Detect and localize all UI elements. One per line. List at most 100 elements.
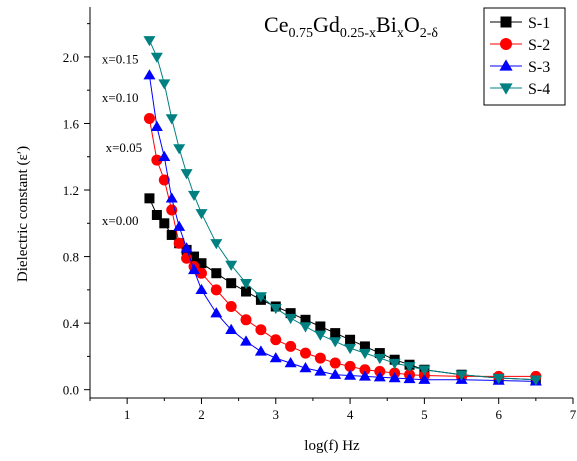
x-tick-label: 5 (421, 407, 428, 422)
data-point (314, 330, 327, 341)
data-point (150, 120, 163, 131)
data-point (210, 239, 223, 250)
data-point (188, 190, 201, 202)
data-point (330, 328, 341, 339)
y-tick-label: 1.6 (63, 116, 80, 131)
legend: S-1 S-2 S-3 S-4 (483, 7, 566, 106)
data-point (210, 284, 222, 296)
series-s-3 (143, 69, 542, 386)
data-point (240, 314, 252, 326)
data-point (143, 69, 156, 80)
data-point (195, 267, 207, 279)
data-point (299, 362, 312, 373)
legend-marker (499, 59, 513, 71)
data-point (158, 79, 171, 90)
data-point (173, 220, 186, 231)
data-point (165, 192, 178, 203)
data-point (300, 314, 311, 325)
legend-item-s-2: S-2 (490, 37, 550, 54)
data-point (285, 308, 296, 319)
series-s-2 (143, 112, 542, 382)
data-point (226, 278, 237, 289)
legend-box (483, 7, 566, 106)
series-line (148, 118, 536, 377)
data-point (344, 360, 356, 372)
data-point (180, 242, 193, 253)
axes-layer: 1 2 3 4 5 6 7 0.0 0.4 0.8 1.2 1.6 2.0 (63, 7, 577, 422)
data-point (254, 345, 267, 356)
data-point (299, 347, 311, 359)
data-point (196, 258, 207, 269)
title-text: O (404, 12, 420, 37)
data-point (358, 348, 371, 360)
data-point (188, 263, 201, 275)
data-point (299, 322, 312, 333)
title-text: Gd (313, 12, 340, 37)
data-point (166, 229, 177, 240)
data-point (373, 371, 386, 382)
data-point (173, 144, 186, 155)
x-tick-label: 3 (273, 407, 280, 422)
legend-label: S-4 (528, 81, 550, 98)
title-subscript: 0.25-x (340, 26, 376, 41)
legend-item-s-4: S-4 (490, 81, 550, 98)
x-tick-label: 4 (347, 407, 354, 422)
data-point (255, 324, 267, 336)
data-point (195, 283, 208, 295)
data-point (344, 369, 357, 380)
data-point (269, 303, 282, 315)
data-point (314, 365, 327, 376)
data-point (151, 154, 163, 166)
data-point (529, 375, 542, 386)
data-point (165, 114, 178, 125)
data-point (344, 343, 357, 355)
series-line (148, 40, 536, 381)
legend-marker (499, 83, 513, 95)
data-point (173, 237, 185, 249)
series-line (148, 75, 536, 382)
title-text: Ce (264, 12, 288, 37)
y-tick-label: 1.2 (63, 183, 79, 198)
data-point (151, 209, 162, 220)
data-point (329, 337, 342, 348)
data-point (314, 352, 326, 364)
legend-item-s-3: S-3 (490, 59, 550, 76)
data-point (189, 251, 200, 262)
legend-marker (500, 38, 512, 50)
x-tick-label: 1 (124, 407, 131, 422)
legend-label: S-1 (528, 15, 550, 32)
data-point (240, 278, 253, 290)
y-tick-label: 0.4 (63, 316, 80, 331)
data-point (374, 348, 385, 359)
data-point (150, 52, 163, 63)
title-subscript: x (397, 26, 404, 41)
data-point (284, 357, 297, 368)
data-point (418, 365, 431, 376)
title-subscript: 0.75 (288, 26, 313, 41)
data-point (158, 150, 171, 161)
legend-label: S-2 (528, 37, 550, 54)
data-point (315, 321, 326, 332)
data-point (329, 368, 342, 379)
data-point (345, 334, 356, 345)
title-text: Bi (376, 12, 397, 37)
legend-label: S-3 (528, 59, 550, 76)
data-point (254, 292, 267, 303)
x-tick-label: 6 (495, 407, 502, 422)
data-point (418, 373, 431, 384)
data-point (159, 218, 170, 229)
data-point (143, 36, 156, 47)
data-point (285, 340, 297, 352)
title-subscript: 2-δ (420, 26, 439, 41)
y-tick-label: 2.0 (63, 50, 79, 65)
annotation-label: x=0.10 (102, 90, 139, 105)
data-point (284, 313, 297, 325)
data-point (225, 260, 238, 271)
data-point (403, 362, 416, 373)
data-point (240, 335, 253, 346)
x-axis-label: log(f) Hz (304, 438, 360, 454)
series-s-4 (143, 36, 542, 386)
data-point (359, 341, 370, 352)
data-point (225, 300, 237, 312)
